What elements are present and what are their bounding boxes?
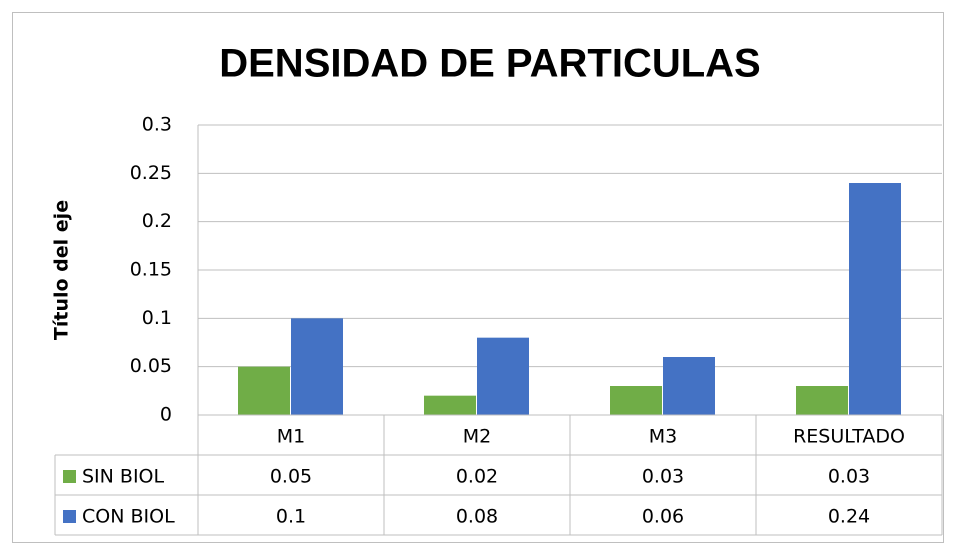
table-value: 0.24 [828, 506, 870, 528]
bar [238, 366, 290, 415]
x-tick-label: RESULTADO [793, 426, 905, 448]
table-value: 0.03 [642, 466, 684, 488]
legend-label: SIN BIOL [82, 466, 165, 488]
y-tick-label: 0.2 [142, 210, 172, 232]
bar [477, 337, 529, 415]
bar [291, 318, 343, 415]
table-value: 0.02 [456, 466, 498, 488]
table-value: 0.08 [456, 506, 498, 528]
legend-key [63, 510, 76, 523]
bar [610, 386, 662, 415]
table-value: 0.03 [828, 466, 870, 488]
y-tick-label: 0.25 [130, 162, 172, 184]
chart-border [12, 12, 944, 543]
legend-key [63, 470, 76, 483]
x-tick-label: M2 [463, 426, 491, 448]
y-tick-label: 0.3 [142, 114, 172, 136]
chart-title: DENSIDAD DE PARTICULAS [219, 42, 761, 86]
legend-label: CON BIOL [82, 506, 175, 528]
y-tick-label: 0 [160, 404, 172, 426]
table-value: 0.1 [276, 506, 306, 528]
table-value: 0.06 [642, 506, 684, 528]
y-tick-label: 0.1 [142, 307, 172, 329]
x-tick-label: M1 [277, 426, 305, 448]
bar [424, 395, 476, 415]
y-tick-label: 0.05 [130, 355, 172, 377]
table-value: 0.05 [270, 466, 312, 488]
bar [849, 183, 901, 415]
bar [663, 357, 715, 415]
x-tick-label: M3 [649, 426, 677, 448]
y-tick-label: 0.15 [130, 259, 172, 281]
bar [796, 386, 848, 415]
y-axis-title: Título del eje [51, 200, 73, 340]
